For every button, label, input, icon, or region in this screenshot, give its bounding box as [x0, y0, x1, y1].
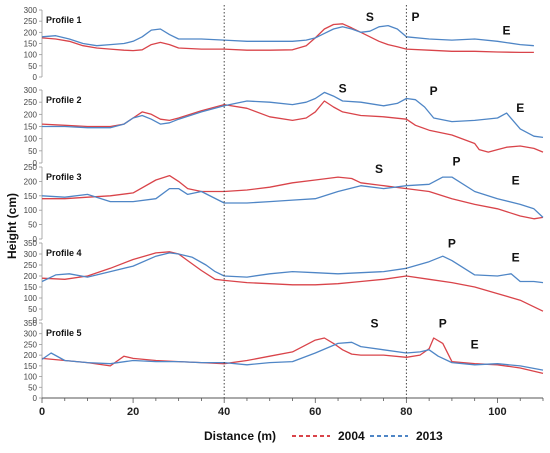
x-tick-label: 40: [218, 406, 230, 418]
y-tick-label: 0: [33, 235, 38, 244]
series-line-2004: [41, 251, 544, 312]
panel-label: Profile 1: [46, 15, 82, 25]
annotation-e: E: [503, 24, 511, 38]
y-tick-label: 100: [24, 294, 38, 303]
y-tick-label: 300: [24, 330, 38, 339]
y-tick-label: 250: [24, 340, 38, 349]
series-line-2013: [42, 91, 544, 139]
y-tick-label: 0: [33, 316, 38, 325]
y-tick-label: 100: [24, 135, 38, 144]
annotation-p: P: [452, 155, 460, 169]
y-tick-label: 50: [28, 383, 37, 392]
annotation-p: P: [411, 10, 419, 24]
annotation-p: P: [439, 316, 447, 330]
annotation-s: S: [370, 316, 378, 330]
y-tick-label: 250: [24, 163, 38, 172]
panel-4: 0 50 100 150 200 250 300 350 Profile 4 P E: [24, 236, 544, 325]
y-tick-label: 300: [24, 86, 38, 95]
legend-label-2013: 2013: [416, 429, 443, 443]
series-line-2004: [42, 174, 544, 220]
series-line-2013: [41, 341, 544, 371]
panel-label: Profile 5: [46, 328, 82, 338]
y-tick-label: 50: [28, 147, 37, 156]
y-tick-label: 350: [24, 319, 38, 328]
y-tick-label: 200: [24, 177, 38, 186]
y-tick-label: 0: [33, 159, 38, 168]
y-tick-label: 0: [33, 394, 38, 403]
y-tick-label: 200: [24, 272, 38, 281]
x-tick-label: 60: [309, 406, 321, 418]
x-axis: 0 20 40 60 80 100: [39, 397, 544, 418]
annotation-e: E: [471, 338, 479, 352]
panel-2: 0 50 100 150 200 250 300 Profile 2 S P E: [24, 81, 544, 168]
y-tick-label: 250: [24, 261, 38, 270]
annotation-e: E: [512, 251, 520, 265]
y-tick-label: 150: [24, 283, 38, 292]
annotation-s: S: [339, 81, 347, 95]
panel-3: 0 50 100 150 200 250 Profile 3 S P E: [24, 155, 544, 244]
x-axis-title: Distance (m): [204, 429, 276, 443]
y-tick-label: 150: [24, 192, 38, 201]
series-line-2004: [41, 337, 544, 375]
y-tick-label: 300: [24, 6, 38, 15]
annotation-p: P: [448, 236, 456, 250]
series-line-2013: [41, 252, 544, 284]
panel-label: Profile 3: [46, 172, 82, 182]
x-tick-label: 0: [39, 406, 45, 418]
y-tick-label: 200: [24, 351, 38, 360]
y-tick-label: 350: [24, 239, 38, 248]
x-tick-label: 80: [400, 406, 412, 418]
y-tick-label: 50: [28, 305, 37, 314]
y-tick-label: 100: [24, 373, 38, 382]
series-line-2013: [41, 176, 544, 218]
legend: 2004 2013: [292, 429, 443, 443]
y-tick-label: 300: [24, 250, 38, 259]
y-tick-label: 0: [33, 73, 38, 82]
y-tick-label: 50: [28, 62, 37, 71]
series-line-2013: [41, 24, 534, 47]
series-line-2004: [41, 23, 534, 54]
y-tick-label: 100: [24, 206, 38, 215]
y-tick-label: 50: [28, 221, 37, 230]
annotation-p: P: [430, 84, 438, 98]
annotation-s: S: [375, 162, 383, 176]
y-tick-label: 250: [24, 17, 38, 26]
panel-1: 0 50 100 150 200 250 300 Profile 1 S P E: [24, 6, 534, 82]
y-tick-label: 150: [24, 40, 38, 49]
y-tick-label: 100: [24, 51, 38, 60]
y-tick-label: 200: [24, 28, 38, 37]
annotation-e: E: [516, 101, 524, 115]
y-tick-label: 250: [24, 98, 38, 107]
x-tick-label: 20: [127, 406, 139, 418]
annotation-e: E: [512, 173, 520, 187]
annotation-s: S: [366, 10, 374, 24]
legend-label-2004: 2004: [338, 429, 365, 443]
panel-label: Profile 2: [46, 95, 82, 105]
x-tick-label: 100: [488, 406, 506, 418]
y-tick-label: 150: [24, 362, 38, 371]
panel-label: Profile 4: [46, 248, 82, 258]
y-tick-label: 150: [24, 123, 38, 132]
y-axis-title: Height (cm): [5, 193, 19, 259]
y-tick-label: 200: [24, 110, 38, 119]
series-line-2004: [41, 100, 544, 153]
